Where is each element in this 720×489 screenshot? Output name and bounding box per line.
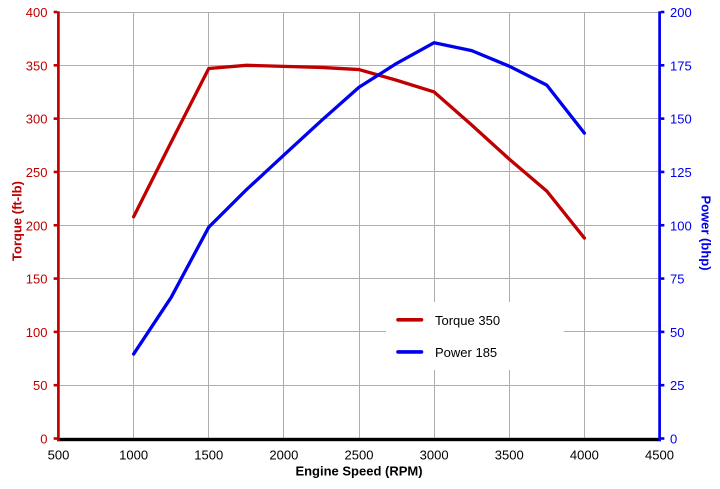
series-lines	[131, 41, 587, 356]
right-axis-tick-175	[660, 64, 665, 67]
right-axis-line	[658, 11, 661, 442]
x-axis-label-3500: 3500	[495, 448, 524, 463]
left-axis-label-250: 250	[26, 165, 48, 180]
left-axis-tick-250	[53, 170, 58, 174]
right-axis-title: Power (bhp)	[699, 195, 714, 270]
x-axis-label-4500: 4500	[645, 448, 674, 463]
left-axis-tick-50	[53, 383, 58, 387]
left-axis-label-100: 100	[26, 325, 48, 340]
left-axis-tick-200	[53, 223, 58, 227]
right-axis-label-200: 200	[670, 5, 692, 20]
legend-power-label: Power 185	[435, 345, 497, 360]
torque-series-line	[131, 63, 587, 240]
left-axis-label-400: 400	[26, 5, 48, 20]
left-axis-label-300: 300	[26, 112, 48, 127]
left-axis-label-50: 50	[33, 378, 47, 393]
right-axis-label-100: 100	[670, 218, 692, 233]
left-axis-tick-400	[53, 10, 58, 14]
left-axis-line	[57, 11, 60, 442]
tick-labels: 0501001502002503003504000255075100125150…	[26, 5, 692, 463]
x-axis-label-4000: 4000	[570, 448, 599, 463]
x-axis-label-2500: 2500	[345, 448, 374, 463]
right-axis-tick-25	[660, 383, 665, 387]
x-axis-label-1000: 1000	[119, 448, 148, 463]
left-axis-title: Torque (ft-lb)	[10, 181, 25, 261]
left-axis-tick-350	[53, 64, 58, 67]
left-axis-label-200: 200	[26, 218, 48, 233]
left-axis-label-150: 150	[26, 272, 48, 287]
left-axis-tick-150	[53, 277, 58, 280]
right-axis-tick-50	[660, 330, 665, 334]
left-axis-tick-300	[53, 117, 58, 120]
x-axis-label-500: 500	[48, 448, 70, 463]
right-axis-label-75: 75	[670, 272, 684, 287]
right-axis-label-150: 150	[670, 112, 692, 127]
left-axis-label-0: 0	[40, 432, 47, 447]
legend: Torque 350 Power 185	[386, 302, 564, 370]
left-axis-label-350: 350	[26, 58, 48, 73]
x-axis-label-2000: 2000	[269, 448, 298, 463]
right-axis-label-50: 50	[670, 325, 684, 340]
left-axis-tick-100	[53, 330, 58, 334]
right-axis-tick-75	[660, 277, 665, 280]
power-series-line	[131, 41, 587, 356]
x-axis-label-3000: 3000	[420, 448, 449, 463]
right-axis-tick-125	[660, 170, 665, 174]
right-axis-label-25: 25	[670, 378, 684, 393]
legend-background	[386, 302, 564, 370]
right-axis-label-175: 175	[670, 58, 692, 73]
legend-torque-label: Torque 350	[435, 313, 500, 328]
right-axis-tick-100	[660, 223, 665, 227]
left-axis-tick-0	[53, 437, 58, 440]
right-axis-label-0: 0	[670, 432, 677, 447]
x-axis-label-1500: 1500	[194, 448, 223, 463]
right-axis-tick-0	[660, 437, 665, 440]
gridlines	[59, 12, 659, 438]
axes	[53, 10, 665, 442]
right-axis-tick-150	[660, 117, 665, 120]
x-axis-title: Engine Speed (RPM)	[295, 464, 422, 479]
x-axis-line	[57, 437, 661, 442]
right-axis-tick-200	[660, 10, 665, 14]
right-axis-label-125: 125	[670, 165, 692, 180]
